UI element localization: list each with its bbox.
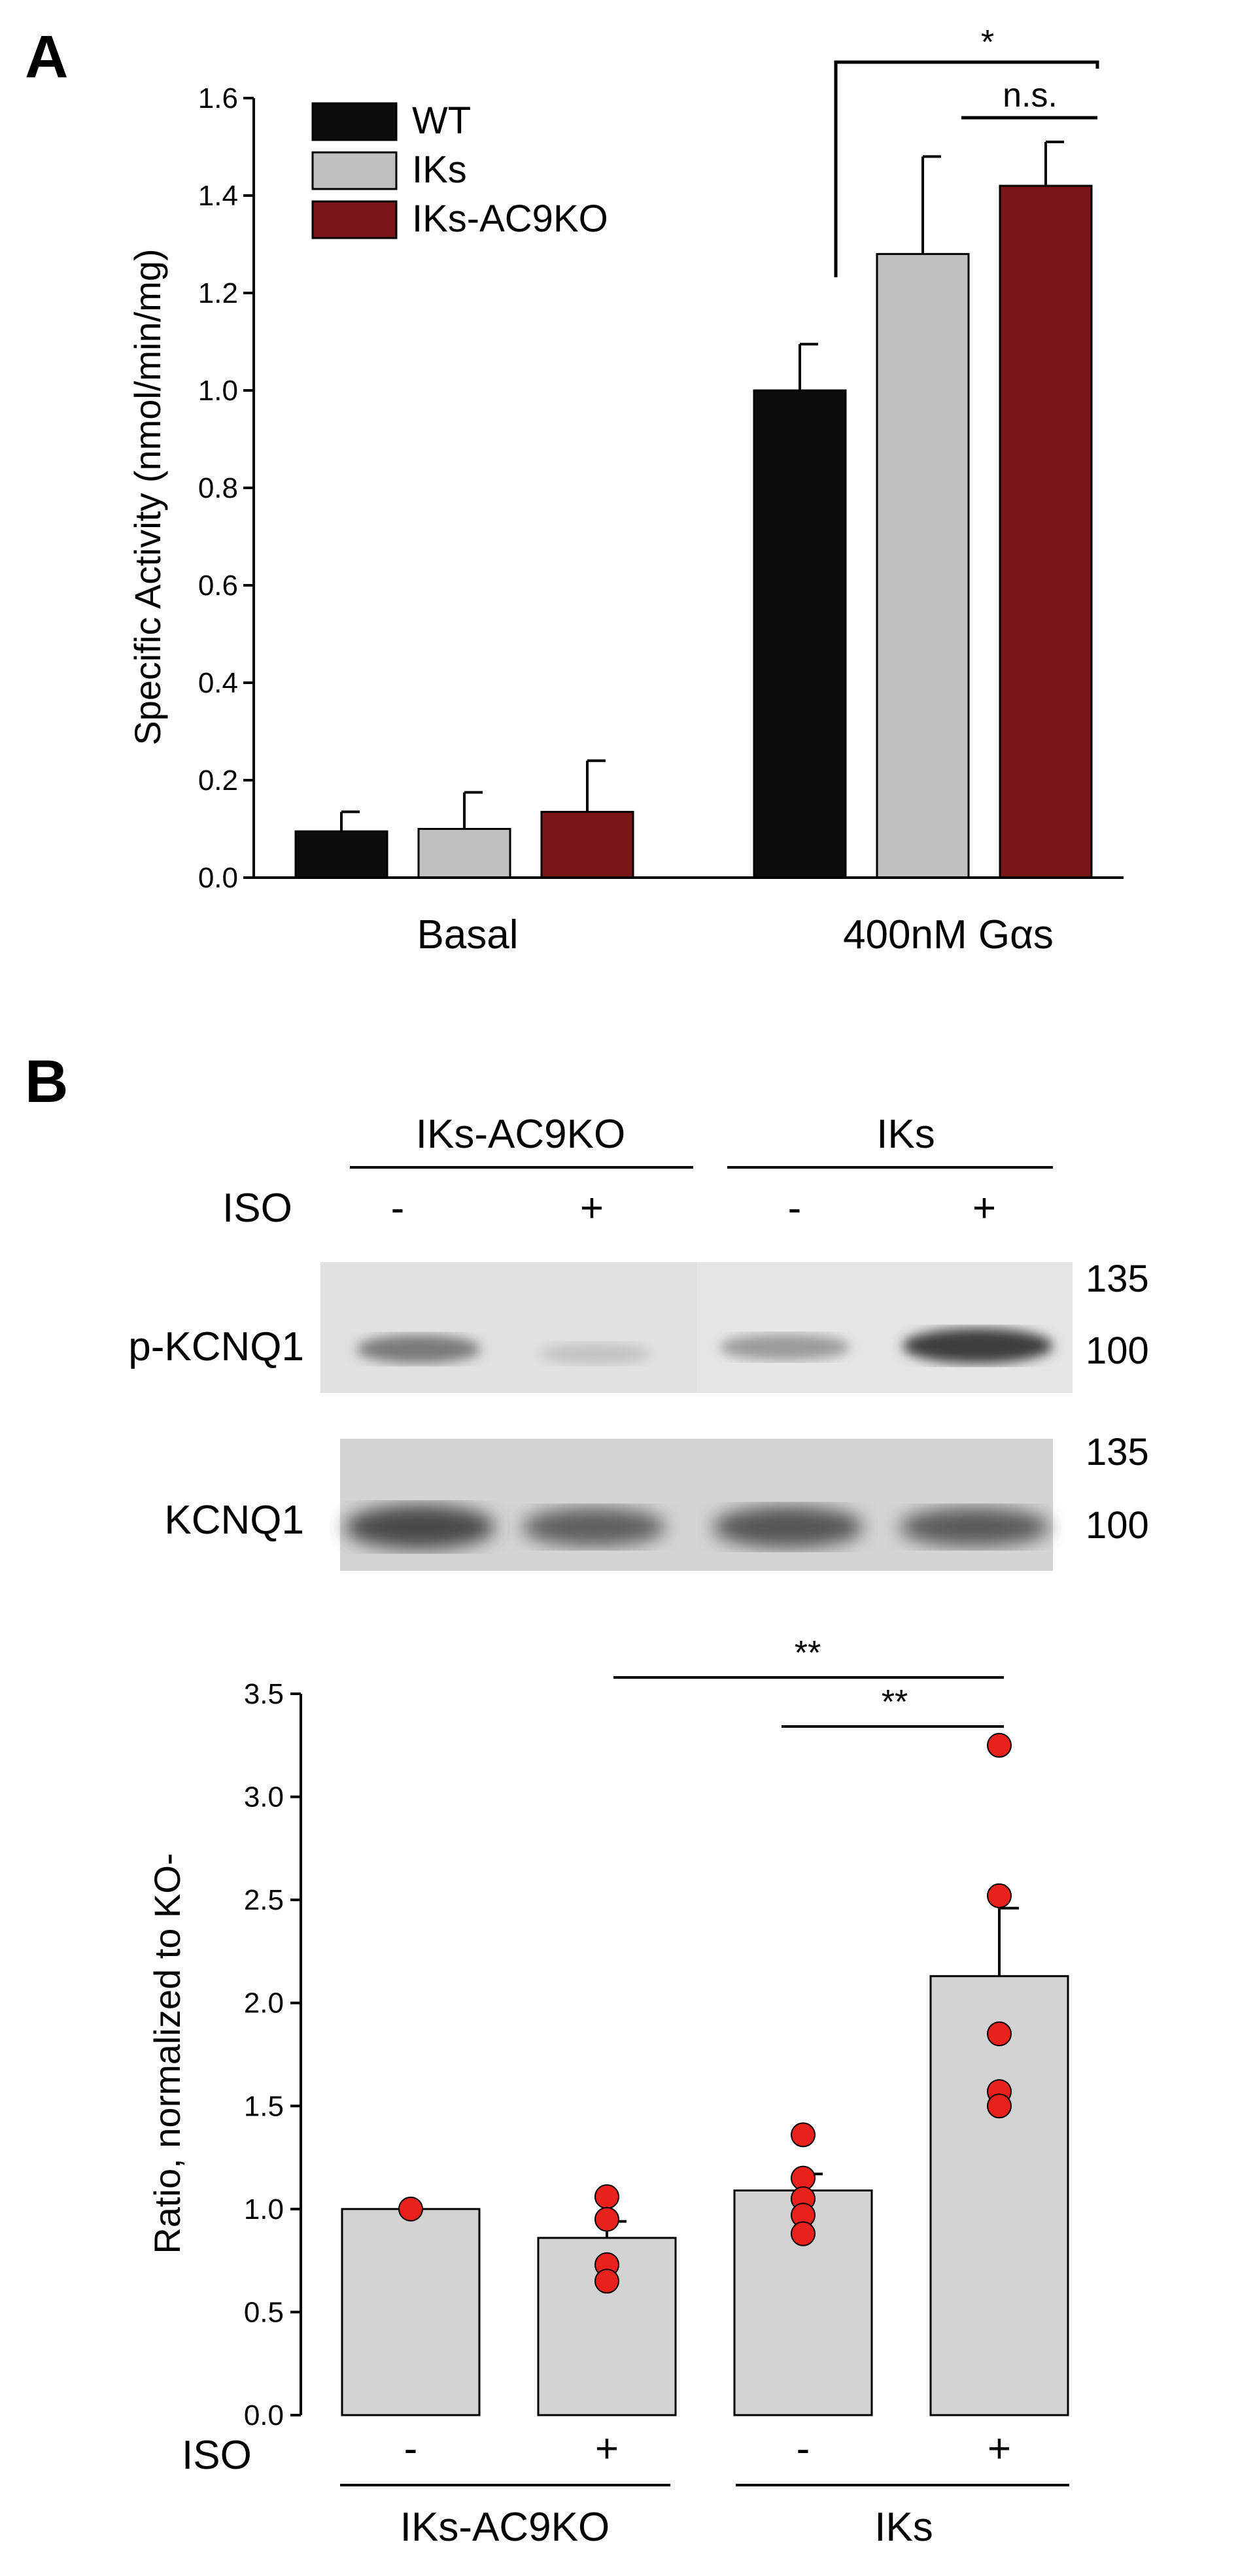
blot-p-kcnq1-band-2 [540, 1343, 651, 1364]
chart-b-cat-1: - [404, 2426, 418, 2471]
chart-b-ytick-label: 1.0 [244, 2193, 284, 2225]
sig-bracket-wt-vs-ko [834, 60, 1099, 277]
chart-a-significance: * n.s. [834, 24, 1099, 277]
data-point [987, 2021, 1012, 2046]
chart-b: 0.0 0.5 1.0 1.5 2.0 2.5 3.0 3.5 Ratio, normaliz… [146, 1634, 1069, 2550]
chart-b-group-iks: IKs [874, 2505, 933, 2550]
legend-label-wt: WT [412, 99, 471, 142]
chart-b-x-labels: ISO - + - + IKs-AC9KO IKs [182, 2426, 1069, 2550]
chart-a-ytick-label: 1.4 [198, 180, 238, 212]
blot-p-kcnq1-shade [320, 1262, 696, 1393]
chart-b-ytick-label: 1.5 [244, 2090, 284, 2122]
blot-group-label-ko: IKs-AC9KO [416, 1112, 625, 1157]
chart-a-ytick-label: 0.2 [198, 764, 238, 797]
chart-a-ytick-label: 1.2 [198, 277, 238, 309]
bar [753, 389, 847, 879]
mw-100-bottom: 100 [1086, 1504, 1149, 1547]
chart-a-y-axis-label: Specific Activity (nmol/min/mg) [127, 249, 168, 745]
chart-a-ytick-label: 0.8 [198, 472, 238, 504]
sig-star-a: * [981, 24, 994, 61]
legend-swatch-iks [311, 151, 398, 190]
data-point [594, 2269, 619, 2294]
blot-label-kcnq1: KCNQ1 [164, 1498, 304, 1543]
chart-a-legend: WT IKs IKs-AC9KO [311, 99, 608, 240]
chart-b-yticks: 0.0 0.5 1.0 1.5 2.0 2.5 3.0 3.5 [244, 1678, 301, 2431]
blot-p-kcnq1: p-KCNQ1 135 100 [128, 1258, 1149, 1393]
chart-a-ytick-label: 1.6 [198, 82, 238, 114]
chart-b-y-axis-label: Ratio, normalized to KO- [146, 1853, 188, 2254]
blot-header: IKs-AC9KO IKs ISO - + - + [222, 1112, 1053, 1231]
legend-swatch-wt [311, 102, 398, 141]
chart-b-iso-label: ISO [182, 2433, 252, 2478]
blot-p-kcnq1-band-4 [903, 1328, 1053, 1364]
blot-kcnq1-band-4 [899, 1507, 1050, 1547]
chart-a-category-gas: 400nM Gαs [843, 912, 1054, 957]
chart-a-ytick-label: 0.0 [198, 862, 238, 894]
chart-b-ytick-label: 0.5 [244, 2296, 284, 2328]
chart-a-ytick-label: 0.4 [198, 667, 238, 699]
mw-135-top: 135 [1086, 1258, 1149, 1300]
blot-iso-sign-2: + [580, 1186, 604, 1231]
sig-b-1: ** [795, 1634, 821, 1672]
blot-iso-label: ISO [222, 1186, 292, 1231]
chart-b-cat-4: + [988, 2426, 1011, 2471]
chart-b-bars [341, 1906, 1069, 2416]
chart-a-ytick-label: 0.6 [198, 570, 238, 602]
bar [294, 830, 388, 879]
legend-label-iks: IKs [412, 148, 467, 191]
chart-a: 0.0 0.2 0.4 0.6 0.8 1.0 1.2 1.4 1.6 Specific Act… [127, 24, 1124, 957]
chart-a-bars [294, 141, 1093, 879]
bar [341, 2208, 481, 2416]
chart-b-cat-2: + [595, 2426, 619, 2471]
chart-b-ytick-label: 2.5 [244, 1884, 284, 1916]
chart-b-cat-3: - [797, 2426, 810, 2471]
blot-iso-sign-4: + [972, 1186, 996, 1231]
blot-iso-sign-1: - [391, 1186, 405, 1231]
panel-b-letter: B [25, 1048, 68, 1115]
chart-b-group-ko: IKs-AC9KO [400, 2505, 610, 2550]
chart-b-significance: ** ** [613, 1634, 1004, 1728]
blot-kcnq1: KCNQ1 135 100 [164, 1431, 1149, 1571]
panel-a-letter: A [25, 24, 68, 90]
data-point [594, 2207, 619, 2232]
blot-kcnq1-membrane [340, 1439, 1053, 1571]
chart-b-ytick-label: 3.0 [244, 1781, 284, 1813]
data-point [987, 1883, 1012, 1908]
bar [540, 810, 634, 879]
data-point [987, 2093, 1012, 2119]
blot-iso-sign-3: - [788, 1186, 802, 1231]
chart-b-ytick-label: 3.5 [244, 1678, 284, 1710]
mw-100-top: 100 [1086, 1330, 1149, 1372]
data-point [594, 2184, 619, 2209]
data-point [791, 2221, 816, 2246]
chart-a-category-basal: Basal [417, 912, 518, 957]
data-point [791, 2122, 816, 2148]
blot-p-kcnq1-band-1 [356, 1335, 481, 1364]
data-point [398, 2196, 423, 2222]
sig-ns-a: n.s. [1003, 77, 1057, 114]
sig-b-2: ** [882, 1683, 908, 1721]
chart-a-yticks: 0.0 0.2 0.4 0.6 0.8 1.0 1.2 1.4 1.6 [198, 82, 254, 894]
bar [929, 1975, 1069, 2416]
bar [876, 252, 970, 879]
blot-label-p-kcnq1: p-KCNQ1 [128, 1324, 304, 1369]
blot-kcnq1-band-1 [345, 1505, 495, 1549]
chart-b-points [398, 1732, 1012, 2294]
legend-swatch-iks-ac9ko [311, 200, 398, 239]
chart-b-ytick-label: 0.0 [244, 2399, 284, 2431]
mw-135-bottom: 135 [1086, 1431, 1149, 1473]
legend-label-iks-ac9ko: IKs-AC9KO [412, 197, 608, 240]
bar [417, 828, 511, 879]
bar [999, 184, 1093, 879]
blot-p-kcnq1-band-3 [719, 1334, 850, 1360]
blot-group-label-iks: IKs [876, 1112, 935, 1157]
chart-a-ytick-label: 1.0 [198, 375, 238, 407]
chart-b-ytick-label: 2.0 [244, 1987, 284, 2019]
blot-kcnq1-band-3 [713, 1506, 863, 1548]
data-point [987, 1732, 1012, 1758]
blot-kcnq1-band-2 [522, 1507, 666, 1547]
